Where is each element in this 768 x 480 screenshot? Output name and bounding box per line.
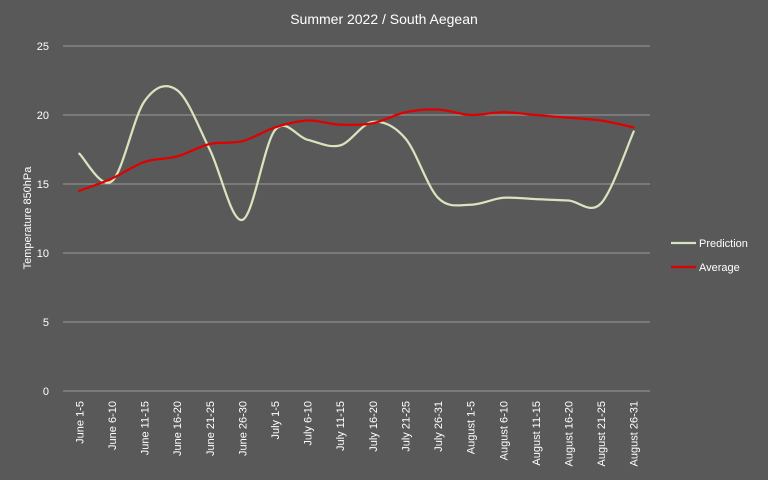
x-tick-label: July 21-25 bbox=[400, 401, 412, 452]
x-tick-label: June 21-25 bbox=[205, 401, 217, 456]
legend-label-prediction: Prediction bbox=[699, 238, 748, 250]
y-tick-label: 5 bbox=[43, 317, 49, 329]
x-tick-label: July 16-20 bbox=[368, 401, 380, 452]
x-tick-label: August 16-20 bbox=[563, 401, 575, 466]
chart-title: Summer 2022 / South Aegean bbox=[290, 11, 478, 27]
grid-lines bbox=[63, 45, 650, 392]
y-tick-label: 10 bbox=[37, 248, 49, 260]
y-tick-label: 15 bbox=[37, 179, 49, 191]
x-tick-label: June 11-15 bbox=[140, 401, 152, 455]
x-tick-label: June 6-10 bbox=[107, 401, 119, 450]
x-tick-labels: June 1-5 June 6-10 June 11-15 June 16-20 Jun… bbox=[74, 401, 640, 466]
series-line-prediction bbox=[78, 84, 635, 222]
series-lines bbox=[78, 84, 635, 222]
series-line-average bbox=[78, 108, 635, 193]
y-tick-label: 25 bbox=[37, 41, 49, 53]
legend-label-average: Average bbox=[699, 262, 740, 274]
x-tick-label: July 1-5 bbox=[270, 401, 282, 440]
x-tick-label: July 11-15 bbox=[335, 401, 347, 451]
x-tick-label: August 1-5 bbox=[466, 401, 478, 454]
x-tick-label: July 26-31 bbox=[433, 401, 445, 452]
y-tick-labels: 0 5 10 15 20 25 bbox=[37, 41, 49, 398]
x-tick-label: August 26-31 bbox=[629, 401, 641, 466]
x-tick-label: June 16-20 bbox=[172, 401, 184, 456]
y-tick-label: 0 bbox=[43, 386, 49, 398]
legend: Prediction Average bbox=[671, 238, 748, 274]
x-tick-label: August 21-25 bbox=[596, 401, 608, 466]
x-tick-label: July 6-10 bbox=[303, 401, 315, 446]
x-tick-label: June 1-5 bbox=[74, 401, 86, 444]
x-tick-label: August 11-15 bbox=[531, 401, 543, 466]
x-tick-label: August 6-10 bbox=[498, 401, 510, 460]
x-tick-label: June 26-30 bbox=[237, 401, 249, 456]
y-tick-label: 20 bbox=[37, 110, 49, 122]
y-axis-label: Temperature 850hPa bbox=[22, 166, 34, 270]
